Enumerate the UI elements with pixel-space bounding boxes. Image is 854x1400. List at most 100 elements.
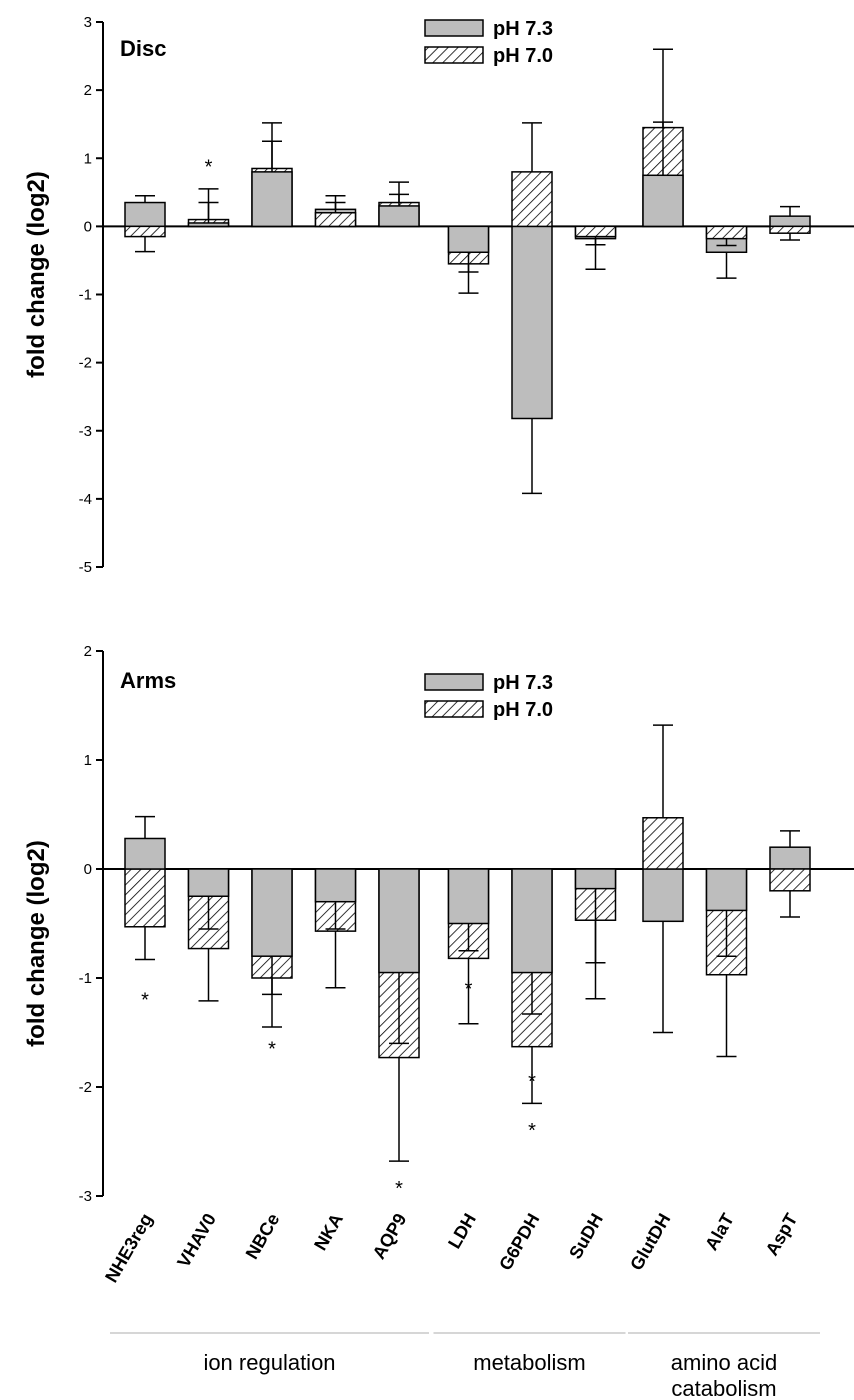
- error-bar-NKA-ph70: [325, 201, 346, 213]
- legend-swatch-ph70: [424, 700, 484, 718]
- bar-NHE3reg-ph70: [124, 868, 166, 928]
- bar-GlutDH-ph70: [642, 817, 684, 870]
- bar-SuDH-ph73: [574, 868, 617, 890]
- legend-label-ph73: pH 7.3: [493, 18, 553, 40]
- y-tick-label: -4: [79, 491, 92, 508]
- x-tick-label: AQP9: [369, 1210, 411, 1262]
- bar-VHAV0-ph73: [187, 222, 230, 228]
- y-axis-label: fold change (log2): [23, 171, 50, 378]
- bar-AlaT-ph70: [705, 225, 748, 240]
- y-tick-label: -5: [79, 559, 92, 576]
- error-bar-SuDH-ph70: [585, 236, 606, 246]
- error-bar-NKA-ph70: [325, 931, 346, 989]
- legend-swatch-ph70: [424, 46, 484, 64]
- error-bar-AspT-ph73: [780, 205, 800, 217]
- legend: pH 7.3 pH 7.0: [424, 672, 553, 721]
- y-tick-label: -1: [79, 970, 92, 987]
- error-bar-AlaT-ph70: [716, 238, 737, 247]
- bar-G6PDH-ph73: [511, 225, 553, 420]
- panel-disc: 3 2 1 0 -1 -2 -3 -4 -5 fold change (log2) Disc pH 7…: [23, 14, 854, 576]
- significance-star: *: [205, 157, 213, 179]
- significance-star: *: [528, 1120, 536, 1142]
- panel-title: Arms: [120, 668, 176, 693]
- y-axis-label: fold change (log2): [23, 840, 50, 1047]
- error-bar-NBCe-ph70: [262, 140, 282, 169]
- y-tick-label: 0: [84, 861, 92, 878]
- bar-AQP9-ph73: [378, 205, 420, 228]
- error-bar-AspT-ph70: [780, 233, 800, 241]
- significance-star: *: [268, 1038, 276, 1060]
- error-bar-AlaT-ph73: [716, 252, 737, 279]
- bar-AspT-ph70: [769, 868, 811, 892]
- y-tick-label: -2: [79, 1079, 92, 1096]
- x-tick-label: LDH: [444, 1210, 480, 1252]
- y-tick-label: -2: [79, 355, 92, 372]
- error-bar-G6PDH-ph70: [522, 1046, 542, 1105]
- error-bar-AlaT-ph73: [716, 910, 737, 957]
- error-bar-AQP9-ph73: [389, 972, 409, 1045]
- bar-AlaT-ph73: [705, 868, 748, 912]
- error-bar-VHAV0-ph70: [198, 201, 219, 220]
- significance-star: *: [528, 1071, 536, 1093]
- error-bar-GlutDH-ph73: [653, 921, 673, 1034]
- x-tick-label: AspT: [762, 1210, 802, 1259]
- error-bar-NBCe-ph70: [262, 978, 282, 1028]
- bar-AspT-ph73: [769, 846, 811, 870]
- bar-G6PDH-ph70: [511, 171, 553, 228]
- legend-label-ph73: pH 7.3: [493, 672, 553, 694]
- y-tick-label: -3: [79, 423, 92, 440]
- error-bar-GlutDH-ph73: [653, 48, 673, 176]
- group-label: ion regulation: [203, 1350, 335, 1375]
- error-bar-AspT-ph73: [780, 830, 800, 848]
- bar-AspT-ph70: [769, 225, 811, 234]
- error-bar-AQP9-ph70: [389, 1057, 409, 1162]
- bar-NBCe-ph73: [251, 868, 293, 957]
- error-bar-GlutDH-ph70: [653, 121, 673, 128]
- y-tick-label: 1: [84, 150, 92, 167]
- group-label: amino acid catabolism: [671, 1350, 777, 1400]
- error-bar-NHE3reg-ph73: [135, 194, 155, 203]
- x-tick-label: AlaT: [701, 1210, 738, 1254]
- legend-label-ph70: pH 7.0: [493, 699, 553, 721]
- error-bar-G6PDH-ph70: [522, 122, 542, 172]
- legend-label-ph70: pH 7.0: [493, 45, 553, 67]
- bar-G6PDH-ph73: [511, 868, 553, 974]
- bar-NHE3reg-ph73: [124, 201, 166, 228]
- bar-GlutDH-ph73: [642, 868, 684, 923]
- bar-GlutDH-ph73: [642, 174, 684, 228]
- error-bar-G6PDH-ph73: [522, 418, 542, 495]
- error-bar-LDH-ph70: [458, 958, 479, 1025]
- y-tick-label: 1: [84, 752, 92, 769]
- error-bar-NKA-ph73: [325, 901, 346, 930]
- legend-swatch-ph73: [424, 673, 484, 691]
- bar-SuDH-ph70: [574, 225, 617, 238]
- significance-star: *: [395, 1178, 403, 1200]
- bar-NBCe-ph73: [251, 171, 293, 228]
- y-tick-label: -1: [79, 287, 92, 304]
- error-bar-VHAV0-ph73: [198, 896, 219, 930]
- y-tick-label: 0: [84, 218, 92, 235]
- error-bar-NHE3reg-ph70: [135, 926, 155, 961]
- bar-NKA-ph73: [314, 868, 357, 903]
- y-tick-label: 2: [84, 82, 92, 99]
- error-bar-AspT-ph70: [780, 890, 800, 918]
- error-bar-LDH-ph70: [458, 263, 479, 273]
- y-tick-label: 3: [84, 14, 92, 31]
- x-tick-label: G6PDH: [495, 1210, 543, 1274]
- error-bar-G6PDH-ph73: [522, 972, 542, 1015]
- error-bar-SuDH-ph70: [585, 920, 606, 1000]
- bar-LDH-ph73: [447, 225, 490, 254]
- error-bar-NHE3reg-ph70: [135, 236, 155, 253]
- bar-AQP9-ph73: [378, 868, 420, 974]
- bar-NKA-ph70: [314, 212, 357, 228]
- bar-LDH-ph73: [447, 868, 490, 925]
- error-bar-AQP9-ph70: [389, 193, 409, 203]
- error-bar-VHAV0-ph70: [198, 948, 219, 1002]
- significance-star: *: [141, 989, 149, 1011]
- bar-NHE3reg-ph73: [124, 837, 166, 870]
- bar-AspT-ph73: [769, 215, 811, 228]
- panel-title: Disc: [120, 36, 166, 61]
- legend: pH 7.3 pH 7.0: [424, 18, 553, 67]
- x-tick-label: SuDH: [565, 1210, 607, 1262]
